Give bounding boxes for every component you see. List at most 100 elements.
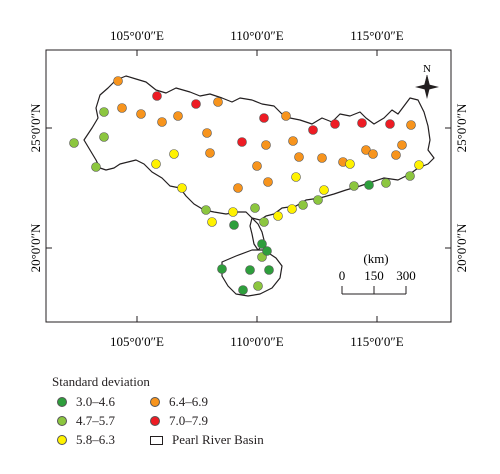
- station-point: [406, 120, 416, 130]
- legend-label-7-0-7-9: 7.0–7.9: [169, 413, 208, 428]
- station-point: [397, 140, 407, 150]
- legend-label-4-7-5-7: 4.7–5.7: [76, 413, 115, 428]
- station-point: [262, 246, 272, 256]
- station-point: [317, 153, 327, 163]
- station-point: [245, 265, 255, 275]
- scale-title: (km): [363, 251, 388, 266]
- station-point: [257, 239, 267, 249]
- station-point: [173, 111, 183, 121]
- bottom-label-110e: 110°0′0″E: [230, 334, 283, 349]
- station-point: [298, 200, 308, 210]
- legend-label-3-0-4-6: 3.0–4.6: [76, 394, 115, 409]
- station-point: [313, 195, 323, 205]
- station-point: [294, 152, 304, 162]
- legend-swatch-3-0-4-6: [57, 397, 67, 407]
- station-point: [229, 220, 239, 230]
- scale-bar: (km) 0 150 300: [339, 251, 416, 295]
- station-point: [264, 265, 274, 275]
- station-point: [69, 138, 79, 148]
- station-point: [207, 217, 217, 227]
- map-frame: [45, 49, 452, 323]
- station-point: [157, 117, 167, 127]
- station-point: [91, 162, 101, 172]
- legend-swatch-4-7-5-7: [57, 416, 67, 426]
- scale-tick-300: 300: [396, 268, 416, 283]
- station-point: [391, 150, 401, 160]
- legend-item-basin: Pearl River Basin: [150, 432, 264, 448]
- legend-swatch-6-4-6-9: [150, 397, 160, 407]
- station-point: [259, 217, 269, 227]
- station-point: [213, 97, 223, 107]
- legend-item-4-7-5-7: 4.7–5.7: [57, 413, 115, 429]
- station-point: [217, 264, 227, 274]
- station-point: [99, 132, 109, 142]
- station-point: [288, 136, 298, 146]
- legend-swatch-basin: [150, 435, 163, 445]
- legend-item-3-0-4-6: 3.0–4.6: [57, 394, 115, 410]
- station-point: [201, 205, 211, 215]
- station-point: [414, 160, 424, 170]
- station-point: [308, 125, 318, 135]
- north-arrow: N: [415, 63, 439, 99]
- top-label-105e: 105°0′0″E: [110, 28, 164, 43]
- station-point: [405, 171, 415, 181]
- legend-label-6-4-6-9: 6.4–6.9: [169, 394, 208, 409]
- scale-tick-150: 150: [364, 268, 384, 283]
- station-point: [281, 111, 291, 121]
- station-point: [259, 113, 269, 123]
- pearl-river-basin-boundary: [83, 75, 435, 221]
- station-point: [330, 119, 340, 129]
- legend-swatch-7-0-7-9: [150, 416, 160, 426]
- station-point: [345, 159, 355, 169]
- station-point: [252, 161, 262, 171]
- station-point: [349, 181, 359, 191]
- station-point: [169, 149, 179, 159]
- station-point: [250, 203, 260, 213]
- north-label: N: [423, 63, 431, 75]
- station-point: [238, 285, 248, 295]
- station-point: [319, 185, 329, 195]
- frame-ticks: [46, 50, 451, 322]
- right-label-20n: 20°0′0″N: [454, 223, 469, 272]
- legend-title: Standard deviation: [52, 374, 150, 389]
- right-label-25n: 25°0′0″N: [454, 103, 469, 152]
- station-point: [357, 118, 367, 128]
- station-point: [237, 137, 247, 147]
- station-point: [99, 107, 109, 117]
- station-point: [117, 103, 127, 113]
- station-point: [287, 204, 297, 214]
- station-point: [152, 91, 162, 101]
- top-label-115e: 115°0′0″E: [350, 28, 403, 43]
- station-point: [364, 180, 374, 190]
- scale-tick-0: 0: [339, 268, 346, 283]
- station-point: [263, 177, 273, 187]
- bottom-label-115e: 115°0′0″E: [350, 334, 403, 349]
- station-point: [205, 148, 215, 158]
- station-point: [151, 159, 161, 169]
- station-point: [228, 207, 238, 217]
- legend-item-5-8-6-3: 5.8–6.3: [57, 432, 115, 448]
- left-label-25n: 25°0′0″N: [28, 103, 43, 152]
- left-label-20n: 20°0′0″N: [28, 223, 43, 272]
- station-point: [177, 183, 187, 193]
- legend-item-7-0-7-9: 7.0–7.9: [150, 413, 208, 429]
- station-point: [202, 128, 212, 138]
- station-point: [253, 281, 263, 291]
- station-point: [113, 76, 123, 86]
- legend-item-6-4-6-9: 6.4–6.9: [150, 394, 208, 410]
- bottom-label-105e: 105°0′0″E: [110, 334, 164, 349]
- station-point: [291, 172, 301, 182]
- station-point: [233, 183, 243, 193]
- station-point: [273, 211, 283, 221]
- station-points: [69, 76, 424, 295]
- top-label-110e: 110°0′0″E: [230, 28, 283, 43]
- station-point: [368, 149, 378, 159]
- station-point: [136, 109, 146, 119]
- station-point: [381, 178, 391, 188]
- station-point: [385, 119, 395, 129]
- station-point: [261, 140, 271, 150]
- legend-label-basin: Pearl River Basin: [172, 432, 264, 447]
- legend-swatch-5-8-6-3: [57, 435, 67, 445]
- station-point: [191, 99, 201, 109]
